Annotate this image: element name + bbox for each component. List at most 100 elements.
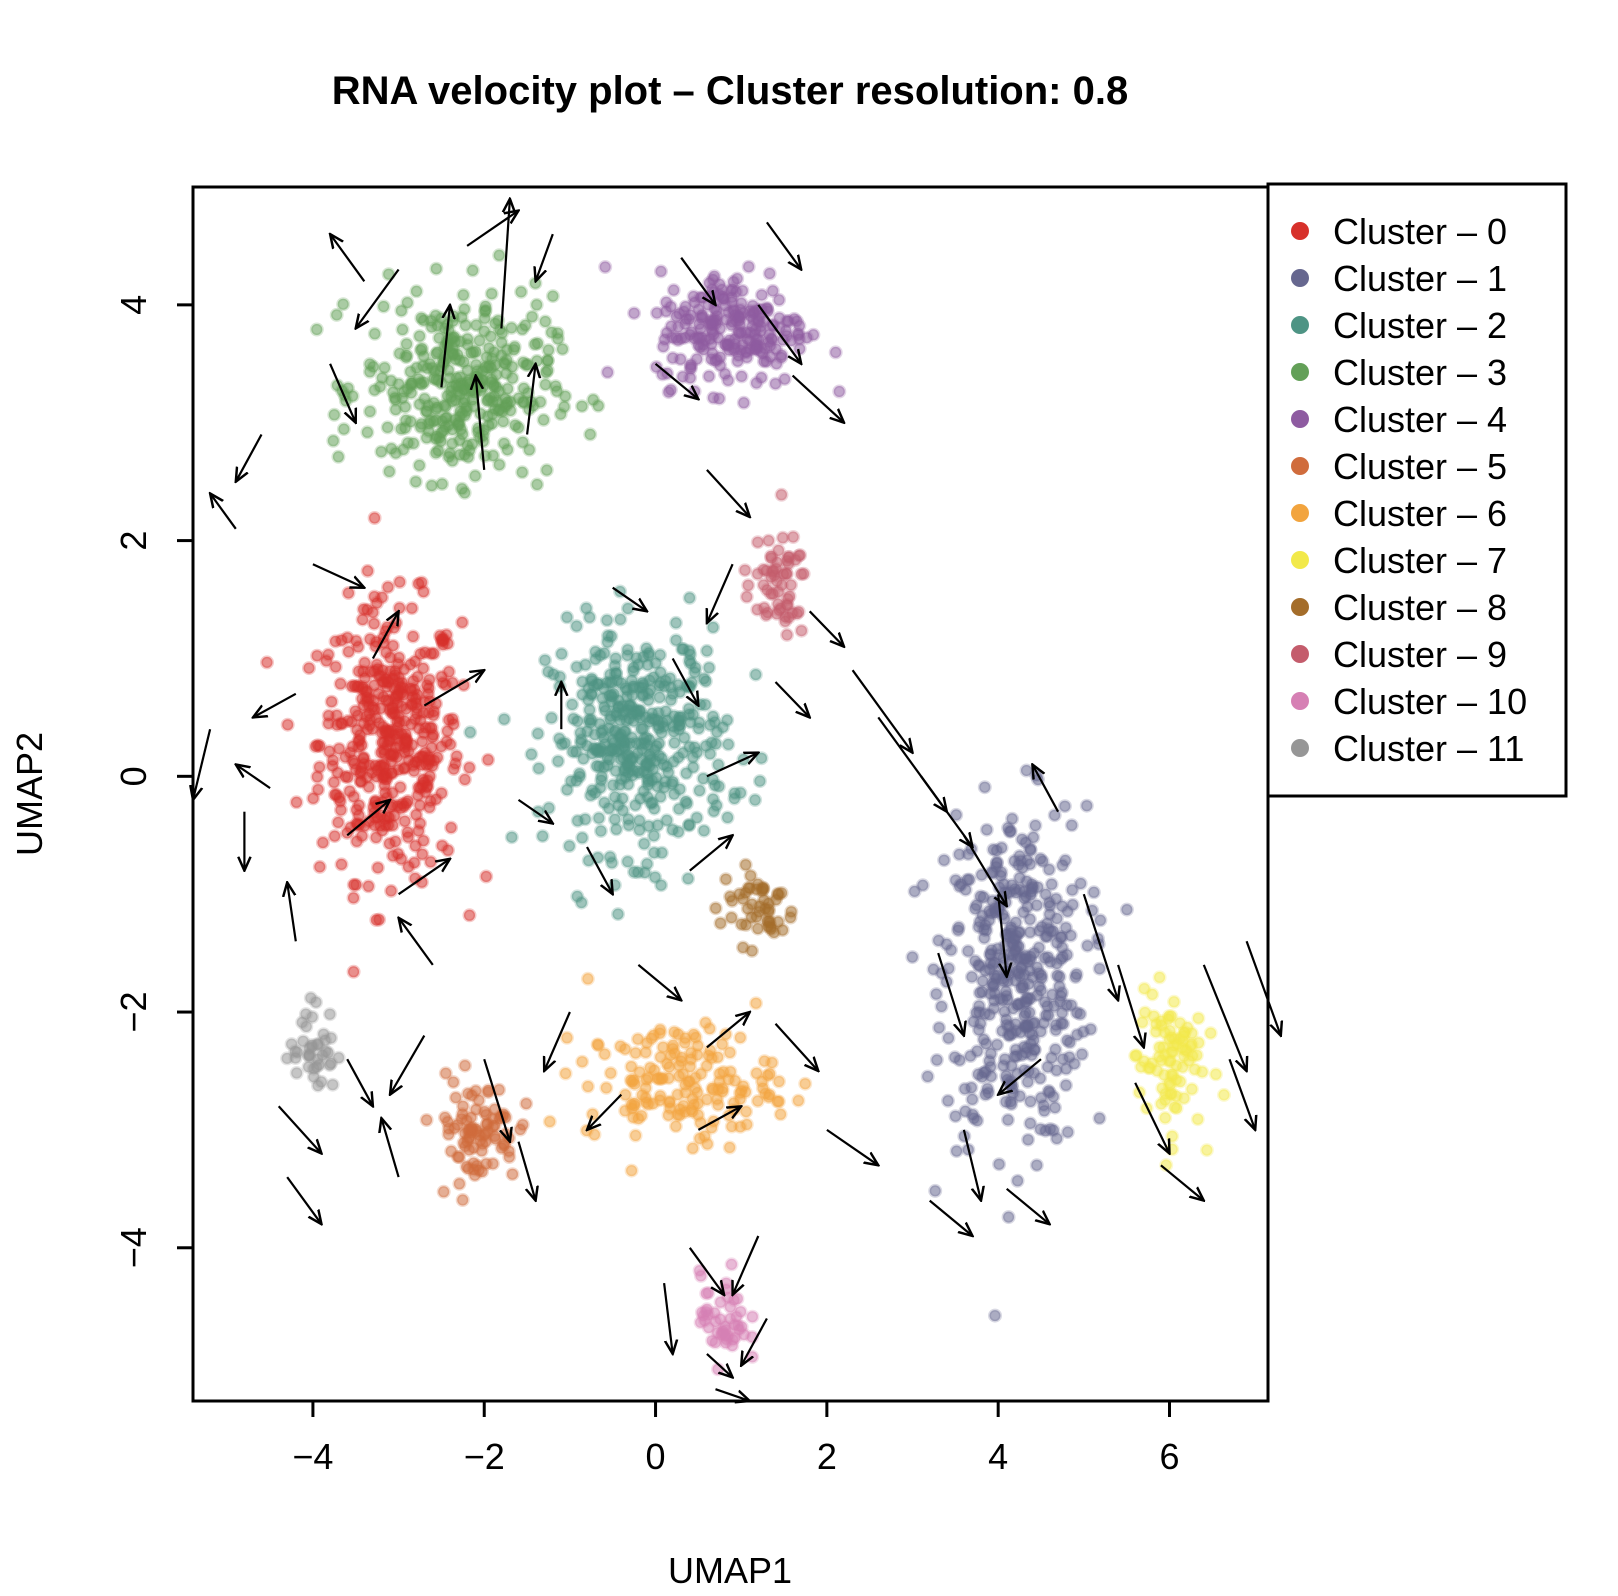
data-point (715, 1037, 730, 1052)
data-point (327, 829, 342, 844)
data-point (609, 666, 623, 681)
data-point (664, 319, 679, 334)
velocity-arrow (707, 563, 734, 623)
data-point (1033, 1122, 1048, 1137)
data-point (429, 402, 444, 417)
data-point (483, 329, 498, 344)
data-point (452, 1176, 467, 1191)
data-point (580, 971, 595, 986)
data-point (692, 331, 707, 345)
x-tick-label: 4 (988, 1436, 1008, 1477)
data-point (424, 646, 439, 661)
data-point (1203, 1026, 1218, 1041)
velocity-arrow (1160, 1164, 1204, 1200)
cluster-7-points (1128, 970, 1231, 1173)
data-point (702, 660, 717, 675)
data-point (1011, 858, 1026, 872)
data-point (416, 833, 431, 848)
data-point (988, 1308, 1002, 1323)
data-point (478, 448, 493, 463)
data-point (791, 326, 806, 341)
data-point (544, 710, 559, 725)
data-point (308, 739, 323, 754)
data-point (1092, 1111, 1107, 1126)
data-point (788, 552, 803, 567)
data-point (530, 477, 545, 492)
velocity-arrow (390, 1035, 426, 1095)
data-point (438, 1110, 452, 1125)
legend-item: Cluster – 5 (1291, 446, 1507, 487)
data-point (1018, 948, 1033, 963)
data-point (1048, 1100, 1062, 1115)
data-point (355, 612, 370, 627)
data-point (699, 1304, 714, 1319)
data-point (497, 436, 512, 451)
data-point (774, 487, 789, 502)
x-axis: −4 −2 0 2 4 6 (292, 1399, 1180, 1477)
legend-item: Cluster – 6 (1291, 493, 1507, 534)
data-point (1012, 870, 1027, 885)
data-point (739, 1104, 754, 1119)
legend-swatch (1291, 363, 1309, 381)
legend-label: Cluster – 2 (1333, 305, 1507, 346)
data-point (905, 950, 920, 965)
data-point (289, 1066, 304, 1080)
velocity-arrow (962, 834, 1007, 906)
data-point (331, 815, 346, 830)
data-point (318, 1044, 333, 1059)
velocity-arrow (330, 234, 366, 282)
data-point (777, 372, 792, 387)
velocity-arrow (774, 1023, 819, 1071)
data-point (718, 872, 733, 887)
data-point (1167, 994, 1181, 1009)
data-point (585, 1107, 600, 1122)
chart-title: RNA velocity plot – Cluster resolution: … (332, 69, 1128, 113)
data-point (915, 878, 930, 893)
data-point (360, 563, 375, 578)
data-point (937, 853, 952, 868)
data-point (968, 954, 983, 968)
data-point (774, 886, 789, 900)
data-point (409, 284, 424, 299)
data-point (280, 1051, 295, 1066)
data-point (678, 330, 693, 345)
data-point (692, 783, 707, 798)
data-point (376, 299, 391, 314)
data-point (444, 383, 458, 398)
data-point (669, 633, 684, 648)
data-point (492, 384, 507, 399)
data-point (522, 442, 537, 457)
legend-item: Cluster – 4 (1291, 399, 1507, 440)
data-point (390, 714, 404, 729)
data-point (390, 688, 405, 703)
velocity-arrow (277, 1105, 322, 1153)
data-point (458, 318, 473, 333)
data-point (377, 746, 392, 761)
data-point (1049, 911, 1064, 926)
data-point (780, 591, 795, 606)
data-point (429, 429, 444, 444)
data-point (588, 786, 603, 800)
y-axis: −4 −2 0 2 4 (113, 295, 195, 1268)
data-point (398, 421, 413, 435)
data-point (806, 327, 821, 342)
legend-label: Cluster – 10 (1333, 681, 1527, 722)
data-point (436, 1184, 451, 1199)
data-point (734, 369, 749, 384)
data-point (1042, 1085, 1057, 1100)
data-point (965, 1107, 980, 1122)
data-point (751, 313, 765, 327)
data-point (419, 1113, 434, 1127)
data-point (739, 1117, 754, 1132)
data-point (367, 383, 382, 398)
data-point (562, 839, 577, 853)
data-point (1055, 899, 1070, 914)
data-point (549, 384, 564, 399)
data-point (980, 1081, 995, 1096)
data-point (554, 646, 569, 661)
velocity-arrow (1228, 1058, 1256, 1130)
data-point (488, 316, 503, 331)
data-point (316, 1027, 331, 1042)
data-point (634, 721, 649, 736)
data-point (422, 720, 437, 735)
